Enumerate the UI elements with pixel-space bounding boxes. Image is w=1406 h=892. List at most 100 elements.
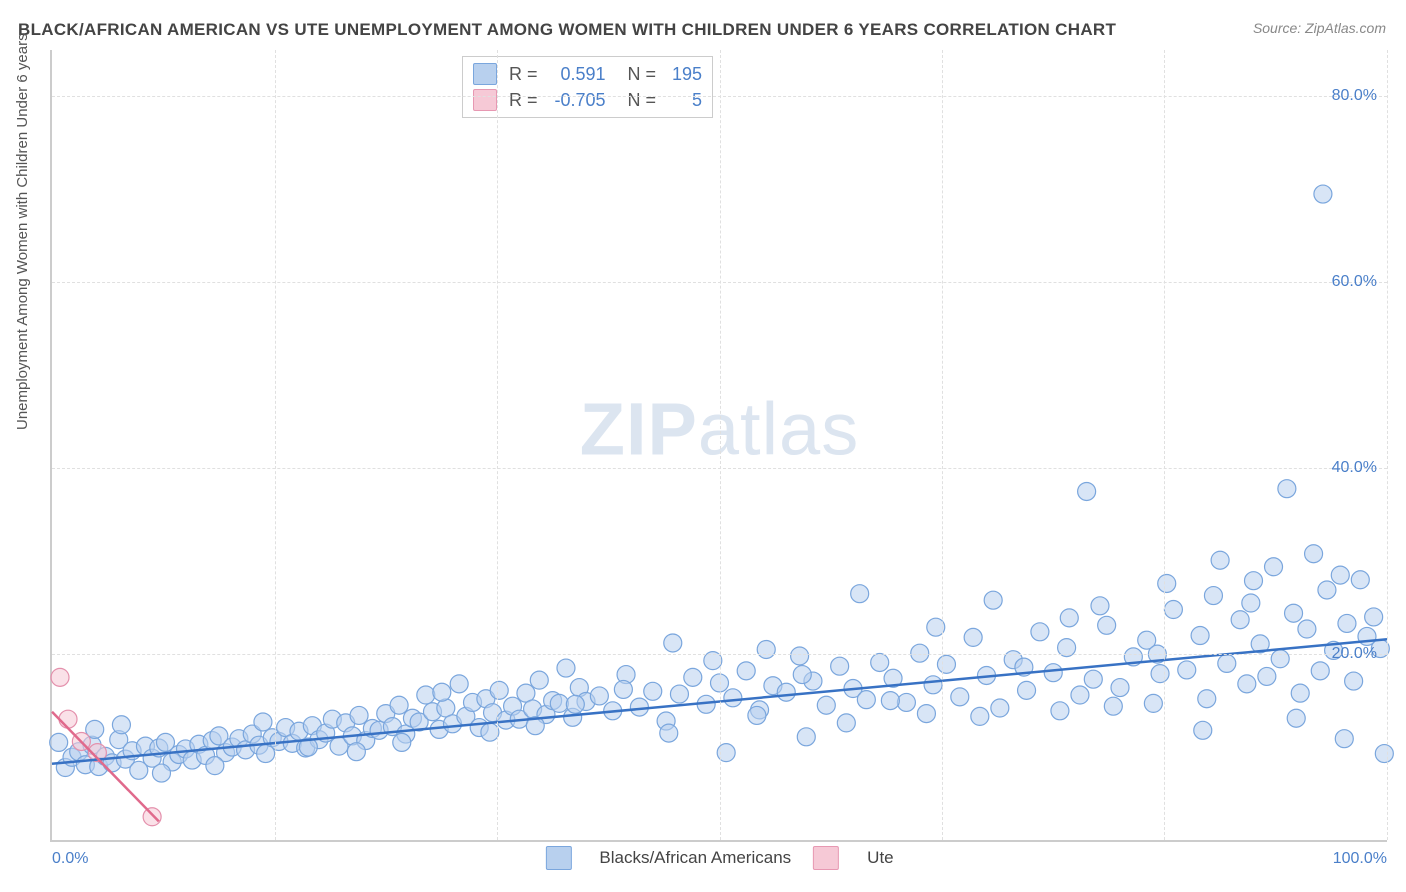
gridline-v — [275, 50, 276, 840]
scatter-point — [1091, 597, 1109, 615]
scatter-point — [490, 681, 508, 699]
scatter-point — [1031, 623, 1049, 641]
scatter-point — [1285, 604, 1303, 622]
legend-label: Ute — [867, 848, 893, 868]
scatter-point — [1287, 709, 1305, 727]
scatter-point — [777, 683, 795, 701]
x-tick-label: 0.0% — [52, 850, 88, 868]
scatter-point — [1242, 594, 1260, 612]
scatter-point — [1245, 572, 1263, 590]
scatter-point — [757, 640, 775, 658]
y-tick-label: 40.0% — [1332, 459, 1377, 477]
scatter-point — [797, 728, 815, 746]
scatter-point — [684, 668, 702, 686]
scatter-point — [206, 757, 224, 775]
scatter-point — [50, 733, 68, 751]
scatter-point — [1018, 681, 1036, 699]
scatter-point — [1345, 672, 1363, 690]
bottom-legend: Blacks/African Americans Ute — [545, 846, 893, 870]
scatter-point — [1084, 670, 1102, 688]
scatter-point — [1194, 721, 1212, 739]
scatter-point — [393, 733, 411, 751]
scatter-point — [917, 705, 935, 723]
scatter-point — [1211, 551, 1229, 569]
scatter-point — [1060, 609, 1078, 627]
y-axis-label: Unemployment Among Women with Children U… — [14, 33, 31, 430]
plot-area: ZIPatlas R = 0.591 N = 195 R = -0.705 N … — [50, 50, 1387, 842]
scatter-point — [614, 680, 632, 698]
scatter-point — [1305, 545, 1323, 563]
scatter-point — [1314, 185, 1332, 203]
scatter-point — [964, 628, 982, 646]
scatter-point — [1338, 614, 1356, 632]
scatter-point — [670, 685, 688, 703]
scatter-point — [152, 764, 170, 782]
scatter-point — [1218, 654, 1236, 672]
scatter-point — [644, 682, 662, 700]
scatter-point — [793, 666, 811, 684]
scatter-point — [991, 699, 1009, 717]
scatter-point — [724, 689, 742, 707]
scatter-point — [557, 659, 575, 677]
y-tick-label: 80.0% — [1332, 87, 1377, 105]
scatter-point — [1098, 616, 1116, 634]
scatter-point — [143, 808, 161, 826]
scatter-point — [1271, 650, 1289, 668]
scatter-point — [984, 591, 1002, 609]
scatter-point — [660, 724, 678, 742]
scatter-point — [1191, 627, 1209, 645]
scatter-point — [450, 675, 468, 693]
scatter-point — [1044, 664, 1062, 682]
y-tick-label: 60.0% — [1332, 273, 1377, 291]
y-tick-label: 20.0% — [1332, 645, 1377, 663]
scatter-point — [1265, 558, 1283, 576]
scatter-point — [59, 710, 77, 728]
gridline-v — [942, 50, 943, 840]
legend-swatch-pink — [813, 846, 839, 870]
scatter-point — [1178, 661, 1196, 679]
scatter-point — [1144, 694, 1162, 712]
scatter-point — [390, 696, 408, 714]
scatter-point — [971, 707, 989, 725]
scatter-point — [831, 657, 849, 675]
scatter-point — [1104, 697, 1122, 715]
scatter-point — [791, 647, 809, 665]
scatter-point — [817, 696, 835, 714]
scatter-point — [1278, 480, 1296, 498]
scatter-point — [851, 585, 869, 603]
scatter-point — [1231, 611, 1249, 629]
scatter-point — [737, 662, 755, 680]
chart-title: BLACK/AFRICAN AMERICAN VS UTE UNEMPLOYME… — [18, 20, 1116, 40]
scatter-point — [937, 655, 955, 673]
gridline-v — [720, 50, 721, 840]
x-tick-label: 100.0% — [1333, 850, 1387, 868]
scatter-point — [566, 695, 584, 713]
scatter-point — [1164, 601, 1182, 619]
scatter-point — [951, 688, 969, 706]
scatter-point — [1335, 730, 1353, 748]
scatter-point — [112, 716, 130, 734]
scatter-point — [1151, 665, 1169, 683]
scatter-point — [51, 668, 69, 686]
scatter-point — [254, 713, 272, 731]
scatter-point — [1258, 667, 1276, 685]
scatter-point — [1311, 662, 1329, 680]
scatter-point — [1071, 686, 1089, 704]
scatter-point — [1078, 482, 1096, 500]
scatter-point — [1375, 745, 1393, 763]
scatter-point — [1238, 675, 1256, 693]
scatter-point — [1204, 587, 1222, 605]
scatter-point — [350, 706, 368, 724]
source-attribution: Source: ZipAtlas.com — [1253, 20, 1386, 36]
gridline-v — [1387, 50, 1388, 840]
scatter-point — [857, 691, 875, 709]
legend-label: Blacks/African Americans — [599, 848, 791, 868]
scatter-point — [1298, 620, 1316, 638]
scatter-point — [1111, 679, 1129, 697]
scatter-point — [871, 653, 889, 671]
scatter-point — [1351, 571, 1369, 589]
scatter-point — [630, 698, 648, 716]
scatter-point — [837, 714, 855, 732]
gridline-v — [497, 50, 498, 840]
scatter-point — [1365, 608, 1383, 626]
